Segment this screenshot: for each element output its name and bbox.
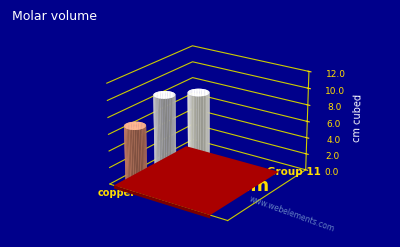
Text: www.webelements.com: www.webelements.com bbox=[248, 195, 336, 234]
Text: Molar volume: Molar volume bbox=[12, 10, 97, 23]
